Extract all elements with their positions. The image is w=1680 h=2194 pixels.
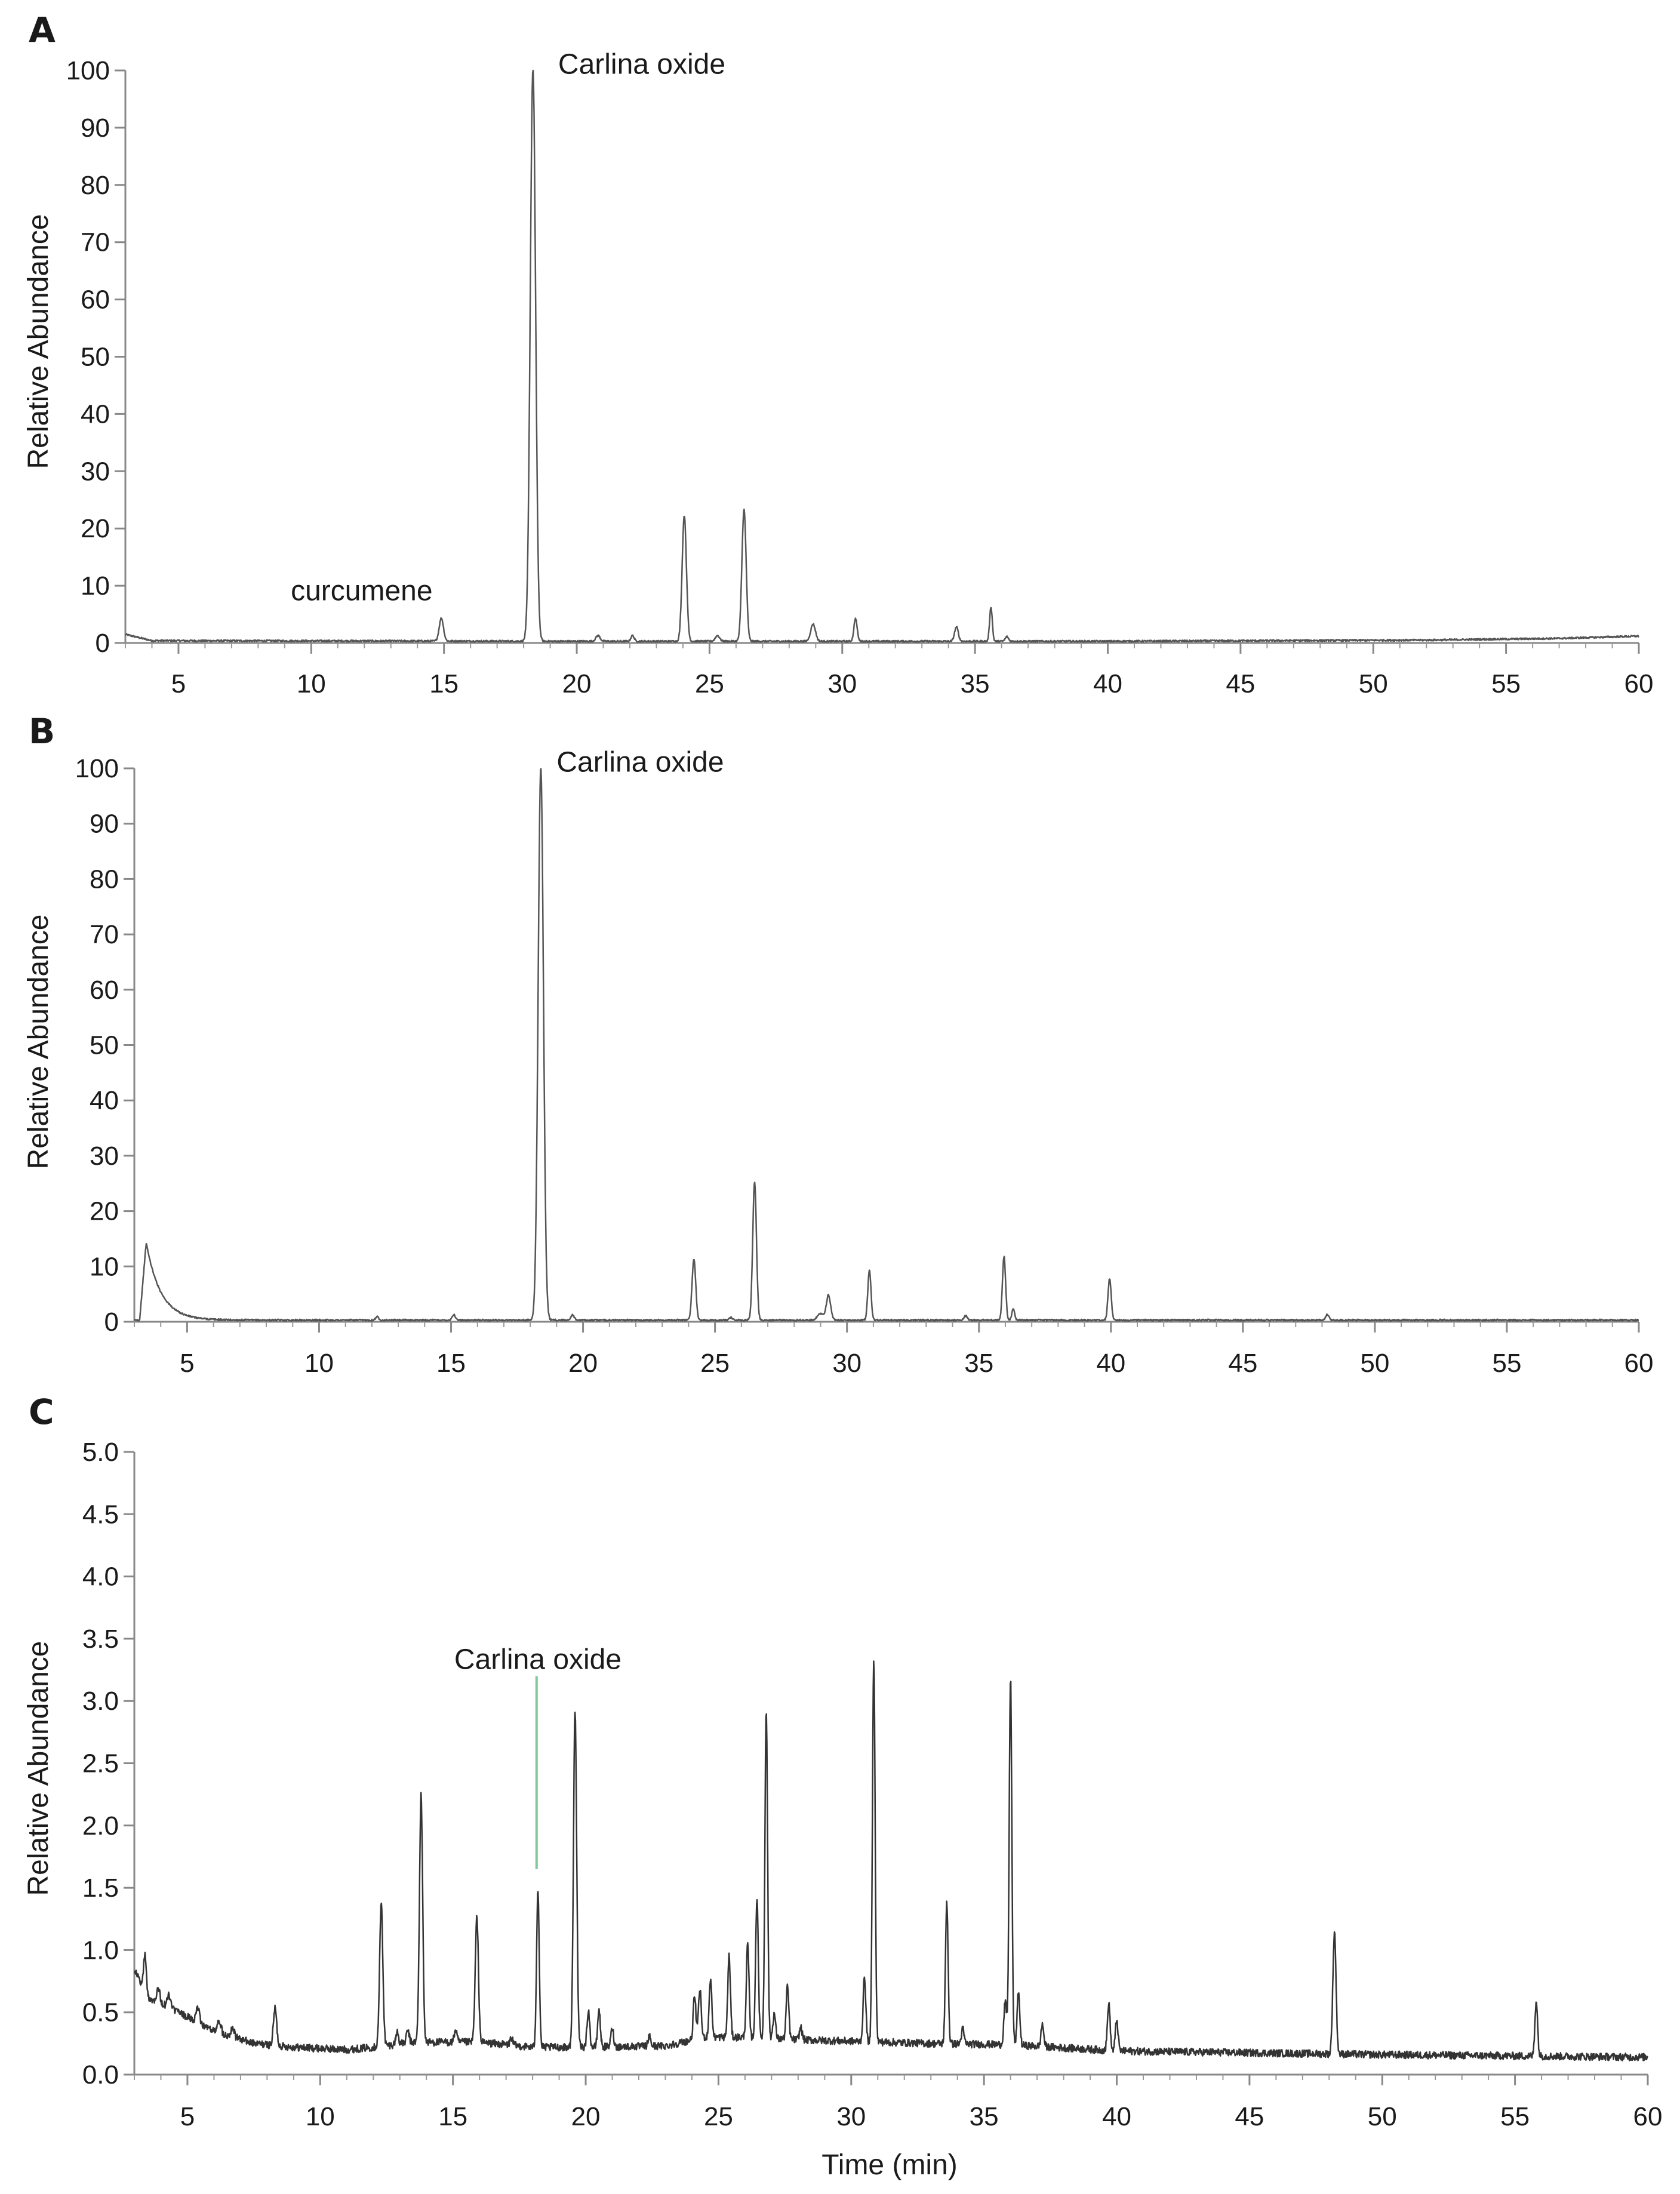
x-tick-label-a: 60	[1624, 669, 1654, 698]
x-tick-label-b: 55	[1492, 1349, 1521, 1378]
y-tick-label-a: 10	[81, 571, 110, 601]
y-tick-label-b: 0	[104, 1307, 119, 1337]
peak-annotation-a: Carlina oxide	[558, 48, 725, 80]
x-tick-label-b: 60	[1624, 1349, 1654, 1378]
x-tick-label-c: 15	[438, 2102, 467, 2131]
y-tick-label-c: 4.5	[82, 1500, 119, 1529]
x-tick-label-b: 10	[304, 1349, 334, 1378]
y-tick-label-b: 50	[90, 1031, 119, 1060]
y-tick-label-b: 40	[90, 1086, 119, 1115]
x-tick-label-c: 20	[571, 2102, 601, 2131]
y-tick-label-b: 30	[90, 1141, 119, 1171]
x-tick-label-c: 35	[970, 2102, 999, 2131]
y-tick-label-c: 0.5	[82, 1998, 119, 2027]
annotations-a: Carlina oxide curcumene	[291, 48, 725, 607]
y-tick-label-c: 3.5	[82, 1624, 119, 1654]
x-tick-label-b: 15	[436, 1349, 466, 1378]
y-axis-title-b: Relative Abundance	[23, 915, 54, 1170]
annotations-b: Carlina oxide	[556, 747, 724, 778]
y-tick-label-a: 80	[81, 171, 110, 200]
y-axis-title-c: Relative Abundance	[23, 1641, 54, 1896]
y-tick-label-a: 60	[81, 285, 110, 315]
x-axis-title-c: Time (min)	[821, 2149, 958, 2181]
peak-annotation-c: Carlina oxide	[454, 1644, 621, 1675]
y-tick-label-b: 10	[90, 1252, 119, 1281]
chromatogram-trace-c	[134, 1660, 1649, 2061]
x-tick-label-c: 45	[1235, 2102, 1264, 2131]
y-tick-label-b: 70	[90, 920, 119, 949]
axes-b: 0 10 20 30 40 50 60 70 80 90 100 5 10 15 20 25 30 35 40 45 5…	[75, 754, 1654, 1378]
x-tick-label-c: 5	[180, 2102, 195, 2131]
x-tick-label-c: 30	[836, 2102, 866, 2131]
y-tick-label-a: 90	[81, 113, 110, 143]
x-tick-label-c: 50	[1368, 2102, 1397, 2131]
y-tick-label-a: 40	[81, 399, 110, 429]
x-tick-label-c: 60	[1633, 2102, 1663, 2131]
y-tick-label-c: 5.0	[82, 1438, 119, 1467]
y-tick-label-a: 50	[81, 343, 110, 372]
x-tick-label-a: 5	[171, 669, 186, 698]
x-tick-label-a: 35	[961, 669, 990, 698]
panel-letter-b: B	[29, 711, 55, 752]
y-tick-label-c: 3.0	[82, 1687, 119, 1716]
x-tick-label-a: 25	[695, 669, 724, 698]
x-tick-label-c: 25	[704, 2102, 733, 2131]
axes-c: 0.0 0.5 1.0 1.5 2.0 2.5 3.0 3.5 4.0 4.5 5.0 5 10 15 20…	[82, 1438, 1663, 2131]
annotations-c: Carlina oxide	[454, 1644, 621, 1869]
y-tick-label-c: 4.0	[82, 1562, 119, 1592]
x-tick-label-b: 45	[1228, 1349, 1257, 1378]
x-tick-label-a: 10	[297, 669, 326, 698]
trace-group-b	[134, 768, 1639, 1322]
x-tick-label-b: 50	[1360, 1349, 1389, 1378]
y-tick-label-b: 90	[90, 810, 119, 839]
y-tick-label-b: 100	[75, 754, 119, 783]
x-tick-label-b: 25	[700, 1349, 730, 1378]
y-tick-label-b: 20	[90, 1197, 119, 1226]
x-tick-label-a: 20	[562, 669, 592, 698]
y-tick-label-b: 60	[90, 976, 119, 1005]
trace-group-a	[124, 69, 1639, 643]
x-tick-label-c: 55	[1500, 2102, 1530, 2131]
y-tick-label-c: 2.0	[82, 1811, 119, 1841]
x-tick-label-a: 40	[1093, 669, 1122, 698]
y-tick-label-c: 0.0	[82, 2060, 119, 2090]
peak-annotation-b: Carlina oxide	[556, 747, 724, 778]
x-tick-label-a: 45	[1226, 669, 1255, 698]
panel-letter-c: C	[29, 1392, 54, 1432]
panel-c: C Relative Abundance Time (min) 0.0 0.5 1.…	[23, 1392, 1662, 2181]
y-tick-label-a: 20	[81, 514, 110, 543]
trace-group-c	[134, 1660, 1649, 2061]
x-tick-label-b: 35	[964, 1349, 993, 1378]
panel-a: A Relative Abundance 0 10 20 30 40 50 60 70 80 90…	[23, 10, 1653, 698]
y-axis-title-a: Relative Abundance	[23, 214, 54, 469]
x-tick-label-b: 30	[832, 1349, 861, 1378]
axes-a: 0 10 20 30 40 50 60 70 80 90 100 5 10 15 20 25 30 35 40 45 5…	[66, 56, 1654, 698]
panel-b: B Relative Abundance 0 10 20 30 40 50 60 70 80 90…	[23, 711, 1653, 1378]
y-tick-label-c: 2.5	[82, 1749, 119, 1778]
y-tick-label-a: 70	[81, 228, 110, 257]
x-tick-label-a: 15	[429, 669, 459, 698]
x-tick-label-c: 10	[306, 2102, 335, 2131]
y-tick-label-c: 1.5	[82, 1873, 119, 1903]
y-tick-label-b: 80	[90, 864, 119, 894]
x-tick-label-b: 5	[180, 1349, 194, 1378]
x-tick-label-b: 20	[568, 1349, 598, 1378]
x-tick-label-a: 30	[827, 669, 857, 698]
chromatogram-trace-b	[134, 768, 1639, 1322]
y-tick-label-a: 100	[66, 56, 110, 85]
x-tick-label-b: 40	[1096, 1349, 1125, 1378]
panel-letter-a: A	[29, 10, 56, 50]
y-tick-label-a: 30	[81, 457, 110, 486]
peak-annotation-a: curcumene	[291, 576, 432, 607]
chromatogram-trace-a	[124, 69, 1639, 643]
y-tick-label-a: 0	[96, 629, 110, 658]
x-tick-label-a: 55	[1491, 669, 1521, 698]
x-tick-label-a: 50	[1359, 669, 1388, 698]
x-tick-label-c: 40	[1102, 2102, 1131, 2131]
y-tick-label-c: 1.0	[82, 1935, 119, 1965]
